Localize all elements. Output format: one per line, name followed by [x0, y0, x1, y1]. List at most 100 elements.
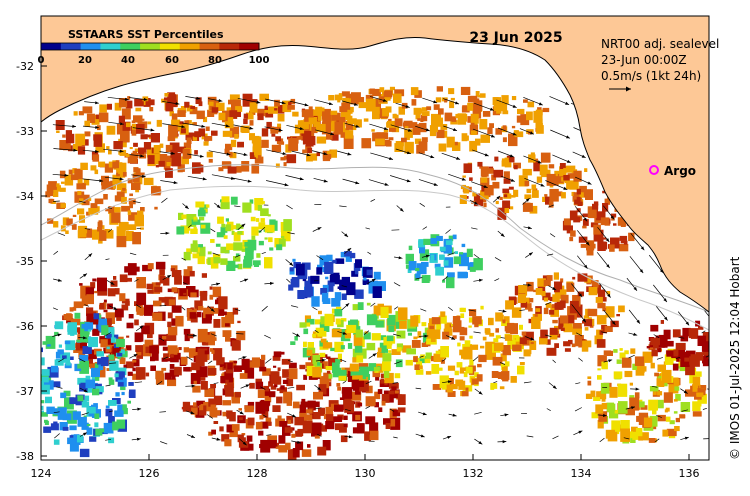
sst-pixel — [421, 107, 428, 112]
sst-pixel — [119, 149, 127, 156]
sst-pixel — [231, 432, 235, 437]
sst-pixel — [554, 343, 559, 348]
sst-pixel — [227, 117, 234, 122]
sst-pixel — [182, 401, 191, 412]
current-arrow — [365, 227, 370, 230]
sst-pixel — [460, 313, 465, 318]
sst-pixel — [673, 379, 680, 386]
current-arrow — [701, 330, 706, 334]
sst-pixel — [393, 93, 402, 103]
sst-pixel — [183, 367, 190, 372]
sst-pixel — [165, 144, 173, 152]
sst-pixel — [304, 286, 314, 298]
sst-pixel — [313, 109, 322, 116]
sst-pixel — [108, 161, 114, 168]
sst-pixel — [225, 334, 231, 342]
sst-pixel — [114, 195, 123, 202]
sst-pixel — [322, 150, 332, 160]
sst-pixel — [135, 107, 142, 112]
current-arrowhead — [243, 152, 248, 156]
sst-pixel — [104, 327, 115, 338]
current-arrow — [234, 205, 241, 208]
sst-pixel — [281, 230, 291, 242]
current-arrowhead — [406, 179, 411, 183]
sst-pixel — [185, 133, 191, 141]
sst-pixel — [404, 129, 413, 138]
sst-pixel — [132, 232, 141, 245]
sst-pixel — [127, 155, 138, 164]
sst-pixel — [282, 100, 292, 113]
sst-pixel — [68, 169, 73, 175]
current-arrowhead — [175, 102, 180, 105]
current-arrowhead — [171, 151, 175, 155]
current-arrowhead — [633, 332, 638, 336]
sst-pixel — [661, 369, 672, 383]
sst-pixel — [152, 312, 163, 321]
sst-pixel — [614, 409, 620, 414]
sst-pixel — [602, 203, 609, 212]
current-arrowhead — [407, 128, 412, 132]
sst-pixel — [183, 347, 189, 353]
current-arrowhead — [563, 186, 568, 190]
sst-pixel — [137, 210, 144, 218]
sst-pixel — [84, 228, 93, 238]
sst-pixel — [47, 218, 54, 224]
sst-pixel — [493, 169, 504, 178]
sst-pixel — [114, 373, 119, 378]
current-arrowhead — [347, 152, 352, 156]
current-arrow — [571, 304, 587, 323]
current-info-block: NRT00 adj. sealevel 23-Jun 00:00Z 0.5m/s… — [601, 37, 719, 92]
sst-pixel — [574, 199, 581, 205]
sst-pixel — [75, 342, 84, 351]
sst-pixel — [331, 328, 342, 338]
sst-pixel — [698, 326, 704, 330]
sst-pixel — [391, 349, 401, 355]
sst-pixel — [703, 347, 709, 360]
current-arrow — [156, 381, 163, 386]
sst-pixel — [231, 424, 240, 431]
sst-pixel — [41, 369, 50, 376]
current-arrowhead — [282, 152, 287, 155]
current-arrowhead — [317, 386, 322, 391]
sst-pixel — [552, 319, 558, 324]
sst-pixel — [108, 354, 115, 360]
sst-pixel — [673, 377, 679, 382]
sst-pixel — [560, 278, 564, 283]
sst-pixel — [447, 365, 456, 371]
sst-pixel — [450, 97, 455, 101]
sst-pixel — [437, 367, 443, 371]
sst-pixel — [134, 98, 144, 107]
sst-pixel — [163, 277, 170, 286]
y-tick-label: -36 — [16, 320, 34, 333]
sst-pixel — [474, 372, 479, 377]
sst-pixel — [344, 329, 351, 338]
current-arrowhead — [635, 387, 640, 391]
sst-pixel — [311, 296, 320, 307]
sst-pixel — [354, 269, 359, 275]
current-arrowhead — [578, 293, 583, 298]
sst-pixel — [288, 368, 298, 380]
sst-pixel — [500, 345, 511, 352]
sst-pixel — [341, 367, 345, 370]
sst-pixel — [383, 390, 391, 397]
sst-pixel — [566, 165, 576, 173]
sst-pixel — [163, 353, 169, 359]
sst-pixel — [224, 331, 229, 336]
sst-pixel — [395, 359, 403, 368]
map-date-title: 23 Jun 2025 — [469, 30, 562, 46]
sst-pixel — [436, 86, 443, 92]
current-arrowhead — [295, 333, 300, 337]
sst-pixel — [247, 417, 255, 426]
sst-pixel — [569, 210, 578, 221]
sst-pixel — [272, 355, 281, 361]
sst-pixel — [354, 345, 363, 353]
sst-pixel — [261, 410, 269, 418]
current-arrowhead — [581, 154, 586, 158]
sst-pixel — [329, 274, 337, 283]
current-arrow — [651, 385, 658, 388]
sst-pixel — [603, 350, 612, 356]
sst-pixel — [387, 419, 396, 427]
sst-pixel — [476, 374, 483, 382]
sst-pixel — [233, 264, 239, 268]
current-arrow — [654, 438, 660, 443]
